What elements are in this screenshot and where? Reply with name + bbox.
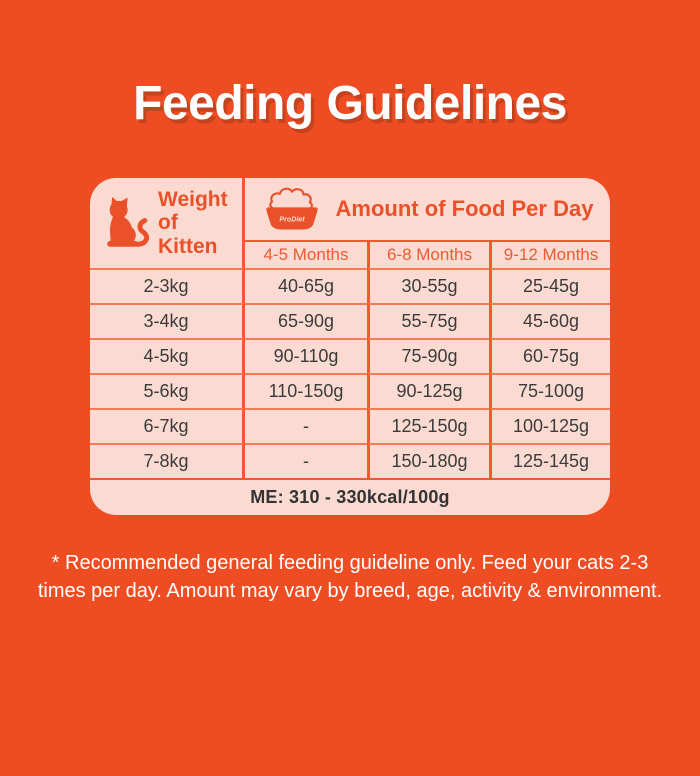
me-kcal-row: ME: 310 - 330kcal/100g [90,478,610,515]
weight-cell: 3-4kg [90,303,245,338]
page-title: Feeding Guidelines [133,77,567,130]
value-cell: 90-110g [245,338,367,373]
value-cell: 75-90g [367,338,489,373]
feeding-table-card: Weight of Kitten ProDiet Amount of Food … [90,178,610,515]
value-cell: - [245,443,367,478]
value-cell: 25-45g [489,268,610,303]
value-cell: - [245,408,367,443]
weight-cell: 5-6kg [90,373,245,408]
weight-header-cell: Weight of Kitten [90,178,245,268]
weight-cell: 4-5kg [90,338,245,373]
column-header-9-12-months: 9-12 Months [489,240,610,268]
weight-header-label: Weight of Kitten [158,187,228,258]
amount-header-cell: ProDiet Amount of Food Per Day [245,178,610,240]
value-cell: 125-150g [367,408,489,443]
bowl-brand-label: ProDiet [279,215,305,223]
value-cell: 40-65g [245,268,367,303]
value-cell: 45-60g [489,303,610,338]
value-cell: 30-55g [367,268,489,303]
value-cell: 110-150g [245,373,367,408]
value-cell: 100-125g [489,408,610,443]
value-cell: 55-75g [367,303,489,338]
weight-cell: 6-7kg [90,408,245,443]
value-cell: 75-100g [489,373,610,408]
feeding-table-grid: Weight of Kitten ProDiet Amount of Food … [90,178,610,515]
disclaimer-text: * Recommended general feeding guideline … [25,549,675,605]
value-cell: 60-75g [489,338,610,373]
value-cell: 65-90g [245,303,367,338]
cat-icon [107,196,149,247]
weight-cell: 2-3kg [90,268,245,303]
value-cell: 150-180g [367,443,489,478]
disclaimer-line-1: * Recommended general feeding guideline … [51,552,649,574]
value-cell: 90-125g [367,373,489,408]
value-cell: 125-145g [489,443,610,478]
weight-cell: 7-8kg [90,443,245,478]
amount-header-label: Amount of Food Per Day [335,196,594,221]
column-header-4-5-months: 4-5 Months [245,240,367,268]
food-bowl-icon: ProDiet [265,187,318,229]
column-header-6-8-months: 6-8 Months [367,240,489,268]
disclaimer-line-2: times per day. Amount may vary by breed,… [37,580,663,602]
